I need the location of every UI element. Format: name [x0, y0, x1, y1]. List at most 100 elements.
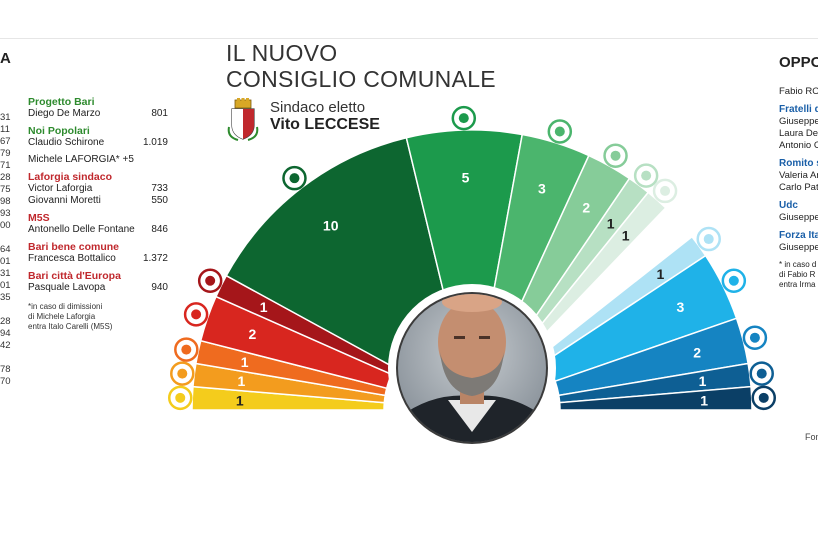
member-name: Giovanni Moretti [28, 195, 101, 206]
majority-note: *in caso di dimissioni di Michele Laforgi… [28, 302, 168, 332]
left-edge-number: 35 [0, 292, 11, 303]
opposition-member: Carlo Patr [779, 182, 818, 193]
seat-count-label: 1 [657, 266, 665, 282]
opposition-group: Udc Giuseppe [779, 200, 818, 224]
opposition-group-name: Forza Ita [779, 230, 818, 241]
left-edge-number: 28 [0, 172, 11, 183]
opposition-header: OPPO [779, 54, 818, 71]
left-edge-header: A [0, 50, 11, 67]
title-line-1: IL NUOVO [226, 40, 338, 66]
left-edge-number: 00 [0, 220, 11, 231]
member-votes: 801 [151, 108, 168, 119]
top-divider [0, 38, 818, 39]
member-votes: 846 [151, 224, 168, 235]
opposition-member: Giuseppe [779, 212, 818, 223]
fratelli-d-italia-logo-mark [728, 275, 739, 286]
opposition-member: Fabio ROM [779, 86, 818, 97]
majority-group-name: Progetto Bari [28, 96, 95, 108]
seat-count-label: 1 [607, 215, 615, 231]
seat-count-label: 1 [238, 373, 246, 389]
majority-group: Progetto Bari Diego De Marzo 801 [28, 96, 168, 120]
member-name: Pasquale Lavopa [28, 282, 106, 293]
opposition-group: Fratelli d Giuseppe Laura De Antonio C [779, 104, 818, 152]
majority-member-row: Pasquale Lavopa 940 [28, 282, 168, 294]
mayor-label: Sindaco eletto [270, 99, 366, 116]
majority-group-name: Bari città d'Europa [28, 270, 121, 282]
seat-count-label: 1 [260, 299, 268, 315]
page-title: IL NUOVO CONSIGLIO COMUNALE [226, 40, 496, 92]
left-edge-number: 78 [0, 364, 11, 375]
seat-count-label: 2 [582, 200, 590, 216]
opposition-group-name: Fratelli d [779, 104, 818, 115]
majority-member-row: Diego De Marzo 801 [28, 108, 168, 120]
lista-civica-logo-mark [177, 368, 188, 379]
member-name: Diego De Marzo [28, 108, 101, 119]
forza-italia-logo-mark [758, 392, 769, 403]
fabio-romito-logo-mark [703, 234, 714, 245]
opposition-note-line: * in caso d [779, 260, 817, 269]
left-edge-numbers: 31 11 67 79 71 28 75 98 93 00 64 01 31 01 35 28 94 42 78 70 [0, 112, 11, 388]
member-name: Francesca Bottalico [28, 253, 116, 264]
opposition-group: Forza Ita Giuseppe [779, 230, 818, 254]
majority-member-row: Francesca Bottalico 1.372 [28, 253, 168, 265]
member-votes: 733 [151, 183, 168, 194]
seat-slice [558, 385, 753, 411]
opposition-member: Giuseppe [779, 242, 818, 253]
opposition-group-name: Udc [779, 200, 798, 211]
left-edge-number: 67 [0, 136, 11, 147]
opposition-member: Antonio C [779, 140, 818, 151]
udc-logo-mark [756, 368, 767, 379]
opposition-group: Fabio ROM [779, 86, 818, 98]
bari-crest-icon [227, 98, 259, 141]
mayor-name: Vito LECCESE [270, 116, 380, 133]
opposition-group: Romito s Valeria Ar Carlo Patr [779, 158, 818, 194]
left-edge-number: 01 [0, 280, 11, 291]
left-edge-number: 64 [0, 244, 11, 255]
source-label: Fon [805, 432, 818, 442]
lista-civica-logo-mark [175, 392, 186, 403]
progetto-bari-logo-mark [660, 185, 671, 196]
laforgia-sindaco-logo-mark [191, 309, 202, 320]
majority-group: Michele LAFORGIA* +5 [28, 154, 168, 166]
seat-count-label: 1 [699, 373, 707, 389]
majority-group: Noi Popolari Claudio Schirone 1.019 [28, 125, 168, 149]
seat-count-label: 5 [462, 170, 470, 186]
left-edge-number: 31 [0, 268, 11, 279]
majority-member-row: Victor Laforgia 733 [28, 183, 168, 195]
left-edge-number: 93 [0, 208, 11, 219]
left-edge-number: 71 [0, 160, 11, 171]
majority-member-row: Claudio Schirone 1.019 [28, 137, 168, 149]
majority-member-row: Antonello Delle Fontane 846 [28, 224, 168, 236]
left-edge-number: 28 [0, 316, 11, 327]
member-name: Victor Laforgia [28, 183, 93, 194]
left-edge-number: 01 [0, 256, 11, 267]
romito-sindaco-logo-mark [749, 332, 760, 343]
member-votes: 1.019 [142, 137, 168, 148]
seat-count-label: 1 [241, 354, 249, 370]
member-name: Antonello Delle Fontane [28, 224, 135, 235]
majority-group-name: Noi Popolari [28, 125, 90, 137]
seat-count-label: 3 [538, 180, 546, 196]
majority-group-name: Bari bene comune [28, 241, 120, 253]
left-edge-number: 11 [0, 124, 10, 135]
majority-group: Bari bene comune Francesca Bottalico 1.372 [28, 241, 168, 265]
seat-count-label: 2 [249, 326, 257, 342]
member-votes: 550 [151, 195, 168, 206]
m5s-logo-mark [181, 344, 192, 355]
opposition-member: Laura De [779, 128, 818, 139]
seat-count-label: 10 [323, 217, 339, 233]
mayor-photo [388, 284, 556, 452]
majority-note-line: di Michele Laforgia [28, 312, 96, 321]
majority-member-row: Giovanni Moretti 550 [28, 195, 168, 207]
majority-group: Laforgia sindaco Victor Laforgia 733 Giovan… [28, 171, 168, 207]
opposition-group-name: Romito s [779, 158, 818, 169]
left-edge-number: 75 [0, 184, 11, 195]
leccese-sindaco-logo-mark [610, 150, 621, 161]
opposition-member: Giuseppe [779, 116, 818, 127]
seat-count-label: 1 [700, 392, 708, 408]
majority-group: M5S Antonello Delle Fontane 846 [28, 212, 168, 236]
majority-note-line: entra Italo Carelli (M5S) [28, 322, 113, 331]
